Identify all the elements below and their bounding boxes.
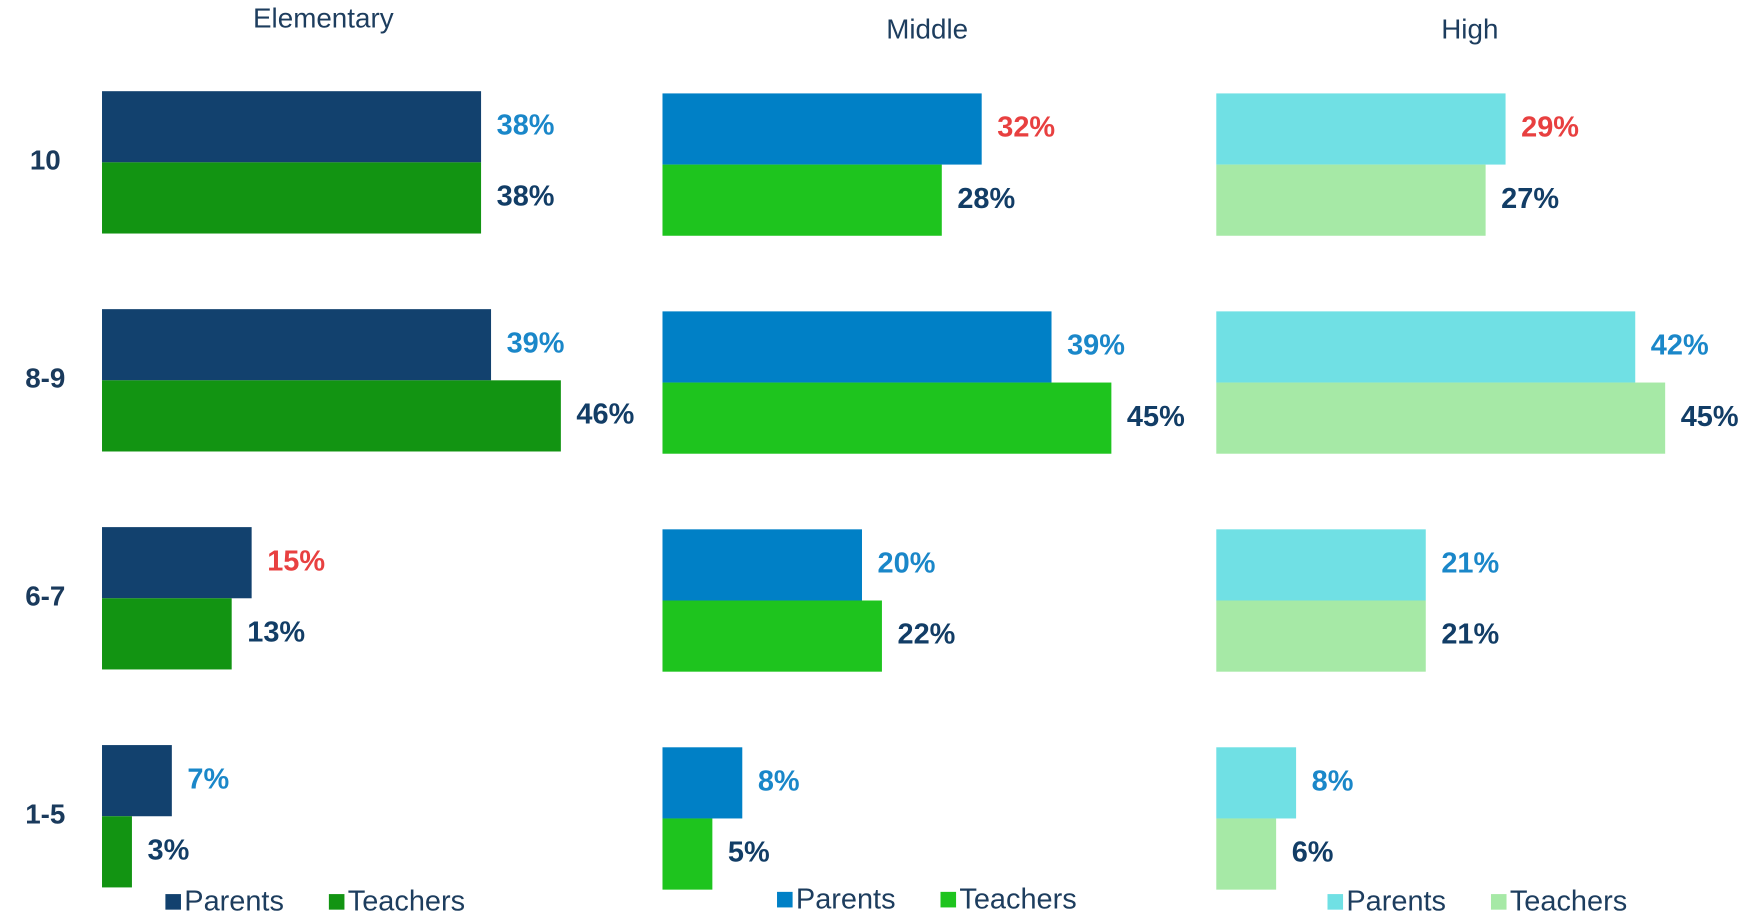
bar [662, 382, 1112, 454]
bar [102, 745, 172, 817]
bar [102, 527, 252, 599]
legend-label: Parents [1346, 886, 1446, 918]
value-label: 27% [1501, 183, 1559, 215]
legend-label: Parents [184, 886, 284, 918]
bar [102, 91, 482, 163]
value-label: 15% [267, 545, 325, 577]
value-label: 6% [1292, 837, 1334, 869]
category-label: 1-5 [25, 799, 65, 830]
bar [662, 747, 743, 819]
chart-title: Middle [886, 13, 968, 44]
bar [102, 162, 482, 234]
value-label: 8% [758, 766, 800, 798]
value-label: 13% [247, 617, 305, 649]
bar [662, 818, 713, 890]
bar [1216, 164, 1486, 236]
value-label: 45% [1681, 401, 1739, 433]
legend-swatch [328, 894, 345, 910]
value-label: 45% [1127, 401, 1185, 433]
legend-swatch [777, 891, 793, 908]
legend-swatch [1490, 894, 1507, 910]
value-label: 3% [148, 834, 190, 866]
bar [1216, 600, 1426, 672]
legend-swatch [1327, 894, 1344, 910]
value-label: 20% [878, 548, 936, 580]
value-label: 42% [1651, 330, 1709, 362]
value-label: 38% [497, 109, 555, 141]
value-label: 21% [1441, 619, 1499, 651]
bar [1216, 93, 1506, 165]
legend-swatch [940, 891, 957, 908]
bar [102, 598, 232, 670]
value-label: 32% [997, 112, 1055, 144]
value-label: 38% [497, 181, 555, 213]
bar [1216, 311, 1636, 383]
value-label: 22% [898, 619, 956, 651]
legend-swatch [165, 894, 181, 910]
value-label: 5% [728, 837, 770, 869]
legend-label: Teachers [348, 886, 465, 918]
bar [662, 311, 1052, 383]
value-label: 39% [1067, 330, 1125, 362]
bar [102, 816, 132, 888]
legend-label: Teachers [959, 883, 1076, 915]
bar [102, 380, 561, 452]
category-label: 8-9 [25, 363, 65, 394]
value-label: 29% [1521, 112, 1579, 144]
legend-label: Parents [796, 883, 896, 915]
bar [1216, 747, 1297, 819]
bar [1216, 818, 1277, 890]
value-label: 39% [507, 327, 565, 359]
category-label: 10 [30, 145, 61, 176]
bar [1216, 529, 1426, 601]
bar [662, 93, 982, 165]
value-label: 7% [187, 763, 229, 795]
bar [1216, 382, 1666, 454]
category-label: 6-7 [25, 581, 65, 612]
chart-title: Elementary [253, 2, 394, 33]
value-label: 21% [1441, 548, 1499, 580]
bar [662, 529, 862, 601]
bar [102, 309, 492, 381]
bar [662, 600, 882, 672]
legend-label: Teachers [1510, 886, 1627, 918]
value-label: 28% [957, 183, 1015, 215]
value-label: 8% [1312, 766, 1354, 798]
chart-title: High [1441, 13, 1498, 44]
bar [662, 164, 942, 236]
value-label: 46% [576, 399, 634, 431]
